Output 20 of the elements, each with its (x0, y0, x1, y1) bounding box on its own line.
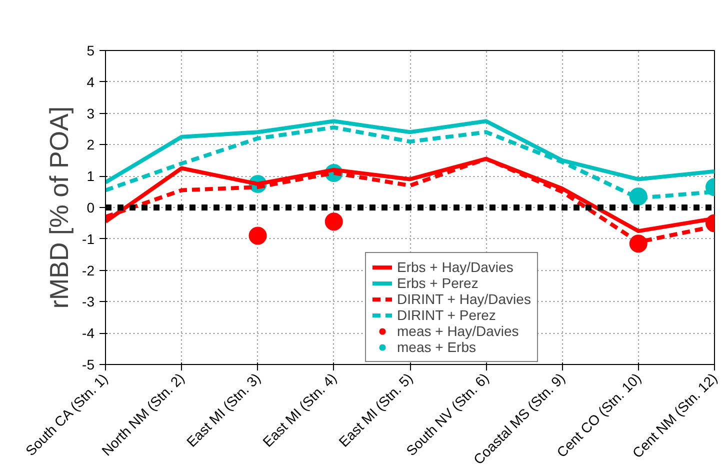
y-tick-label: 4 (86, 74, 95, 90)
y-tick-label: -1 (82, 230, 95, 247)
y-tick-label: 1 (86, 168, 95, 184)
y-tick-label: 0 (86, 200, 95, 216)
legend-label: meas + Hay/Davies (397, 323, 519, 339)
legend-label: DIRINT + Hay/Davies (397, 291, 531, 307)
point (248, 226, 267, 245)
legend-label: Erbs + Hay/Davies (397, 259, 514, 275)
point (324, 212, 343, 231)
y-tick-label: 3 (86, 105, 95, 122)
y-tick-label: -3 (82, 294, 95, 310)
legend-label: DIRINT + Perez (397, 307, 496, 323)
legend-label: meas + Erbs (397, 339, 476, 355)
y-tick-label: 5 (86, 42, 95, 58)
y-axis-title: rMBD [% of POA] (44, 106, 74, 309)
y-tick-label: -5 (82, 356, 95, 372)
y-tick-label: -4 (82, 325, 95, 342)
legend-label: Erbs + Perez (397, 275, 478, 291)
y-tick-label: -2 (82, 262, 95, 278)
y-tick-label: 2 (86, 136, 95, 153)
